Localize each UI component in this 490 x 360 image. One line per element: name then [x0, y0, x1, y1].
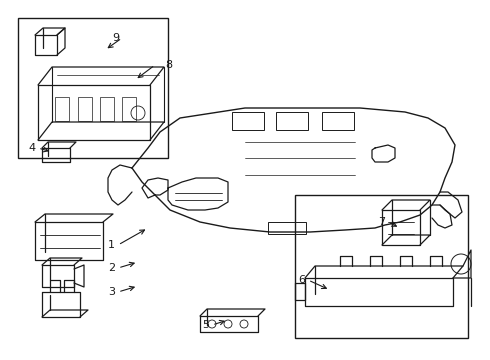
Text: 1: 1 [108, 240, 115, 250]
Bar [295, 195, 468, 338]
Bar [100, 97, 114, 121]
Bar [276, 112, 308, 130]
Text: 5: 5 [202, 320, 209, 330]
Bar [122, 97, 136, 121]
Text: 9: 9 [112, 33, 119, 43]
Text: 2: 2 [108, 263, 115, 273]
Text: 7: 7 [378, 217, 385, 227]
Bar [268, 222, 306, 234]
Bar [232, 112, 264, 130]
Text: 8: 8 [165, 60, 172, 70]
Text: 6: 6 [298, 275, 305, 285]
Bar [18, 18, 168, 158]
Bar [322, 112, 354, 130]
Text: 3: 3 [108, 287, 115, 297]
Bar [55, 97, 69, 121]
Bar [78, 97, 92, 121]
Text: 4: 4 [28, 143, 35, 153]
